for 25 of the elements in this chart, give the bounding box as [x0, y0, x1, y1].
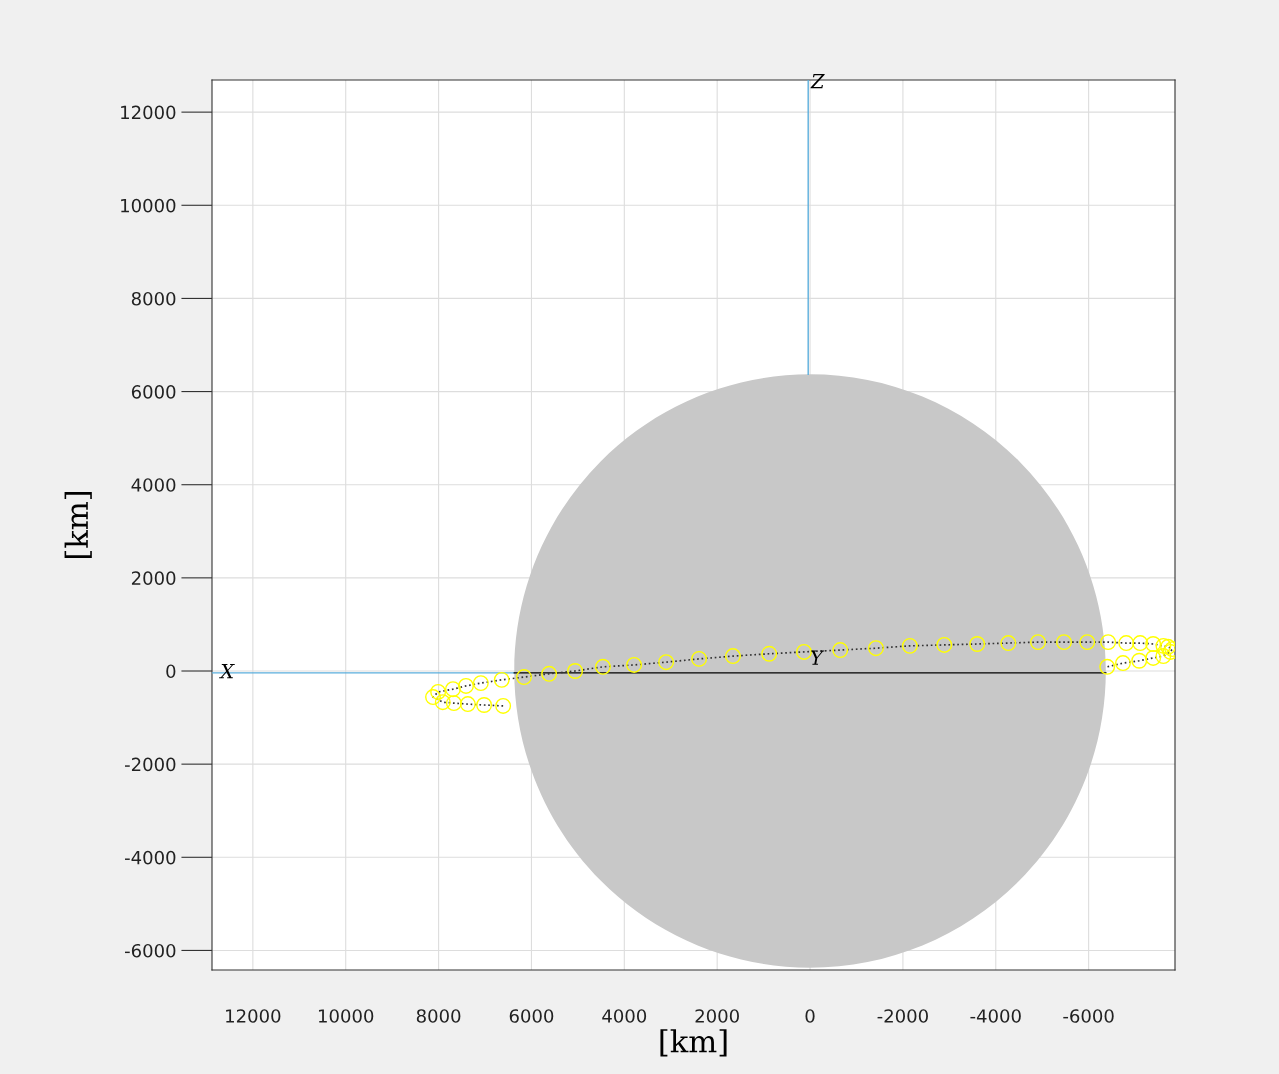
y-tick-label: 4000	[131, 478, 176, 492]
x-tick-label: -4000	[970, 1009, 1021, 1023]
y-tick-label: -4000	[125, 850, 176, 865]
y-tick-label: 6000	[131, 385, 176, 399]
annotation: Y	[811, 650, 825, 665]
annotation: X	[219, 664, 235, 679]
x-axis-title: [km]	[660, 1029, 727, 1057]
x-tick-label: -6000	[1063, 1009, 1114, 1023]
x-tick-label: -2000	[877, 1009, 928, 1023]
y-tick-label: 8000	[131, 291, 176, 306]
x-tick-label: 8000	[416, 1009, 461, 1023]
x-tick-label: 0	[805, 1009, 815, 1023]
y-tick-label: -6000	[125, 943, 176, 958]
y-tick-label: -2000	[125, 757, 176, 772]
y-tick-label: 2000	[131, 571, 176, 585]
x-tick-label: 6000	[509, 1009, 554, 1023]
x-tick-label: 10000	[318, 1009, 374, 1023]
y-tick-label: 12000	[121, 105, 176, 120]
y-tick-label: 10000	[121, 198, 176, 213]
x-tick-label: 12000	[226, 1009, 281, 1023]
x-tick-label: 4000	[602, 1009, 647, 1023]
x-tick-label: 2000	[695, 1009, 739, 1023]
y-axis-title: [km]	[64, 491, 92, 559]
y-tick-label: 0	[166, 664, 176, 679]
annotation: Z	[810, 73, 825, 89]
